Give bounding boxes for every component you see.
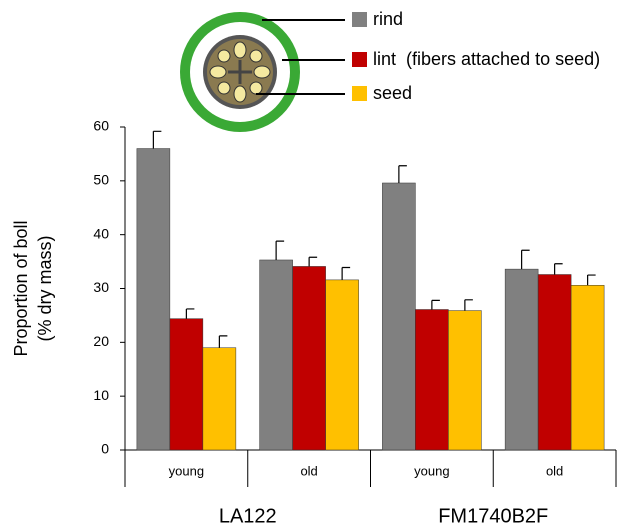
legend-swatch [352, 12, 367, 27]
y-axis-label: (% dry mass) [35, 235, 55, 341]
bar [293, 266, 326, 450]
error-bar [465, 300, 473, 311]
y-tick-label: 30 [93, 279, 109, 295]
group-label: LA122 [219, 505, 277, 526]
error-bar [522, 250, 530, 269]
bar [382, 183, 415, 450]
y-tick-label: 0 [101, 441, 109, 457]
y-axis-label: Proportion of boll [11, 220, 31, 356]
legend-swatch [352, 86, 367, 101]
bar [326, 280, 359, 450]
bar [571, 285, 604, 450]
bar [170, 319, 203, 450]
boll-illustration [180, 12, 345, 132]
bar [415, 309, 448, 450]
bar [448, 311, 481, 450]
error-bar [309, 257, 317, 266]
error-bar [399, 166, 407, 183]
x-tick-label: old [300, 463, 317, 478]
bar [203, 348, 236, 450]
legend-swatch [352, 52, 367, 67]
error-bar [186, 309, 194, 319]
error-bar [276, 241, 284, 260]
y-tick-label: 40 [93, 225, 109, 241]
legend-label: lint (fibers attached to seed) [373, 49, 600, 69]
legend-label: seed [373, 83, 412, 103]
error-bar [555, 264, 563, 275]
error-bar [588, 275, 596, 285]
x-tick-label: young [414, 463, 449, 478]
bar [505, 269, 538, 450]
error-bar [153, 131, 161, 148]
y-tick-label: 20 [93, 333, 109, 349]
error-bar [342, 268, 350, 280]
y-tick-label: 10 [93, 387, 109, 403]
x-tick-label: old [546, 463, 563, 478]
legend-label: rind [373, 9, 403, 29]
bar [137, 149, 170, 450]
x-tick-label: young [169, 463, 204, 478]
bar [260, 260, 293, 450]
error-bar [219, 336, 227, 348]
y-tick-label: 60 [93, 118, 109, 134]
chart: rind lint (fibers attached to seed) seed 0 1… [0, 0, 644, 526]
bar [538, 275, 571, 450]
y-tick-label: 50 [93, 172, 109, 188]
error-bar [432, 300, 440, 309]
group-label: FM1740B2F [438, 505, 548, 526]
